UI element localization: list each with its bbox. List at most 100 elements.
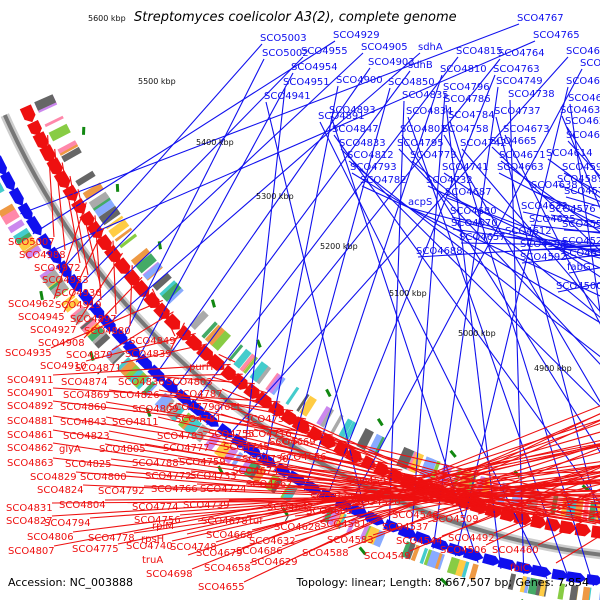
- plus-gene-label[interactable]: SCO4614: [546, 148, 593, 159]
- minus-gene-label[interactable]: SCO4506: [440, 545, 487, 556]
- minus-gene-label[interactable]: SCO4492: [448, 533, 495, 544]
- minus-gene-label[interactable]: SCO4811: [112, 417, 159, 428]
- plus-gene-label[interactable]: fabG: [567, 262, 591, 273]
- minus-gene-label[interactable]: SCO4740: [126, 541, 173, 552]
- plus-gene-label[interactable]: SCO4666: [580, 58, 600, 69]
- plus-gene-label[interactable]: SCO4834: [406, 106, 453, 117]
- minus-gene-label[interactable]: SCO4869: [63, 390, 110, 401]
- plus-gene-label[interactable]: SCO4763: [493, 64, 540, 75]
- plus-gene-label[interactable]: SCO4595: [562, 162, 600, 173]
- minus-gene-label[interactable]: SCO4632: [249, 536, 296, 547]
- minus-gene-label[interactable]: SCO4803: [166, 377, 213, 388]
- minus-gene-label[interactable]: SCO4755: [208, 429, 255, 440]
- minus-gene-label[interactable]: SCO4647: [267, 502, 314, 513]
- plus-gene-label[interactable]: SCO4893: [329, 105, 376, 116]
- minus-gene-label[interactable]: SCO4774: [132, 502, 179, 513]
- plus-gene-label[interactable]: SCO4782: [360, 175, 407, 186]
- minus-gene-label[interactable]: SCO4581: [320, 519, 367, 530]
- minus-gene-label[interactable]: SCO4716: [245, 429, 292, 440]
- minus-gene-label[interactable]: SCO4881: [7, 416, 54, 427]
- plus-gene-label[interactable]: SCO4741: [442, 162, 489, 173]
- plus-gene-label[interactable]: SCO4793: [350, 162, 397, 173]
- minus-gene-label[interactable]: SCO4936: [55, 288, 102, 299]
- plus-gene-label[interactable]: sdhA: [418, 42, 443, 53]
- plus-gene-label[interactable]: SCO4680: [450, 206, 497, 217]
- minus-gene-label[interactable]: SCO4892: [7, 401, 54, 412]
- plus-gene-label[interactable]: SCO4773: [410, 150, 457, 161]
- minus-gene-label[interactable]: SCO4962: [8, 299, 55, 310]
- plus-gene-label[interactable]: SCO4510: [563, 248, 600, 259]
- plus-gene-label[interactable]: SCO4850: [388, 77, 435, 88]
- minus-gene-label[interactable]: SCO4509: [432, 514, 479, 525]
- plus-gene-label[interactable]: SCO4891: [318, 111, 365, 122]
- minus-gene-label[interactable]: SCO4843: [60, 417, 107, 428]
- plus-gene-label[interactable]: SCO4801: [400, 124, 447, 135]
- minus-gene-label[interactable]: SCO4730: [242, 454, 289, 465]
- minus-gene-label[interactable]: SCO4460: [492, 545, 539, 556]
- minus-gene-label[interactable]: rpsH: [141, 534, 164, 545]
- minus-gene-label[interactable]: SCO4919: [55, 300, 102, 311]
- minus-gene-label[interactable]: SCO4724: [200, 484, 247, 495]
- minus-gene-label[interactable]: SCO4953: [42, 275, 89, 286]
- minus-gene-label[interactable]: SCO4849: [129, 336, 176, 347]
- minus-gene-label[interactable]: SCO4745: [223, 442, 270, 453]
- minus-gene-label[interactable]: SCO4605: [306, 506, 353, 517]
- minus-gene-label[interactable]: purH: [189, 362, 213, 373]
- minus-gene-label[interactable]: SCO4667: [246, 479, 293, 490]
- plus-gene-label[interactable]: SCO4633: [521, 201, 568, 212]
- minus-gene-label[interactable]: SCO4829: [30, 472, 77, 483]
- plus-gene-label[interactable]: SCO4663: [497, 162, 544, 173]
- minus-gene-label[interactable]: SCO4945: [18, 312, 65, 323]
- minus-gene-label[interactable]: SCO4777: [163, 443, 210, 454]
- minus-gene-label[interactable]: SCO4588: [302, 548, 349, 559]
- plus-gene-label[interactable]: SCO4657: [459, 232, 506, 243]
- minus-gene-label[interactable]: SCO4874: [61, 377, 108, 388]
- plus-gene-label[interactable]: SCO4764: [498, 48, 545, 59]
- plus-gene-label[interactable]: SCO4612: [505, 226, 552, 237]
- plus-gene-label[interactable]: SCO4796: [443, 82, 490, 93]
- minus-gene-label[interactable]: rplM: [152, 521, 174, 532]
- minus-gene-label[interactable]: SCO5007: [8, 237, 55, 248]
- minus-gene-label[interactable]: SCO4988: [19, 250, 66, 261]
- minus-gene-label[interactable]: SCO4759: [179, 457, 226, 468]
- plus-gene-label[interactable]: SCO4664: [566, 76, 600, 87]
- minus-gene-label[interactable]: SCO4628: [274, 522, 321, 533]
- plus-gene-label[interactable]: SCO4587: [557, 174, 600, 185]
- minus-gene-label[interactable]: SCO4897: [70, 314, 117, 325]
- plus-gene-label[interactable]: SCO4625: [529, 214, 576, 225]
- minus-gene-label[interactable]: SCO4546: [392, 510, 439, 521]
- minus-gene-label[interactable]: SCO4861: [7, 430, 54, 441]
- minus-gene-label[interactable]: SCO4583: [327, 535, 374, 546]
- minus-gene-label[interactable]: SCO4860: [60, 402, 107, 413]
- minus-gene-label[interactable]: SCO4609: [310, 492, 357, 503]
- plus-gene-label[interactable]: SCO4522: [562, 236, 600, 247]
- plus-gene-label[interactable]: SCO4765: [533, 30, 580, 41]
- plus-gene-label[interactable]: SCO4500: [556, 281, 600, 292]
- minus-gene-label[interactable]: SCO4827: [6, 516, 53, 527]
- minus-gene-label[interactable]: SCO4779: [168, 402, 215, 413]
- minus-gene-label[interactable]: SCO4880: [84, 326, 131, 337]
- minus-gene-label[interactable]: SCO4679: [196, 548, 243, 559]
- minus-gene-label[interactable]: tuf: [249, 516, 263, 527]
- minus-gene-label[interactable]: SCO4674: [232, 466, 279, 477]
- minus-gene-label[interactable]: SCO4781: [175, 414, 222, 425]
- minus-gene-label[interactable]: SCO4788: [132, 458, 179, 469]
- minus-gene-label[interactable]: SCO4656: [280, 452, 327, 463]
- minus-gene-label[interactable]: serS: [276, 436, 298, 447]
- minus-gene-label[interactable]: truA: [142, 555, 163, 566]
- plus-gene-label[interactable]: SCO4833: [339, 138, 386, 149]
- minus-gene-label[interactable]: SCO4756: [134, 515, 181, 526]
- plus-gene-label[interactable]: SCO4835: [402, 90, 449, 101]
- minus-gene-label[interactable]: SCO4826: [113, 390, 160, 401]
- minus-gene-label[interactable]: SCO4823: [63, 431, 110, 442]
- minus-gene-label[interactable]: SCO4809: [132, 404, 179, 415]
- minus-gene-label[interactable]: SCO4544: [396, 536, 443, 547]
- minus-gene-label[interactable]: glyA: [59, 444, 81, 455]
- minus-gene-label[interactable]: SCO4935: [5, 348, 52, 359]
- minus-gene-label[interactable]: SCO4766: [151, 484, 198, 495]
- plus-gene-label[interactable]: SCO4784: [448, 110, 495, 121]
- minus-gene-label[interactable]: SCO4686: [236, 546, 283, 557]
- minus-gene-label[interactable]: SCO4678: [201, 516, 248, 527]
- plus-gene-label[interactable]: SCO4626: [565, 116, 600, 127]
- minus-gene-label[interactable]: SCO4775: [72, 544, 119, 555]
